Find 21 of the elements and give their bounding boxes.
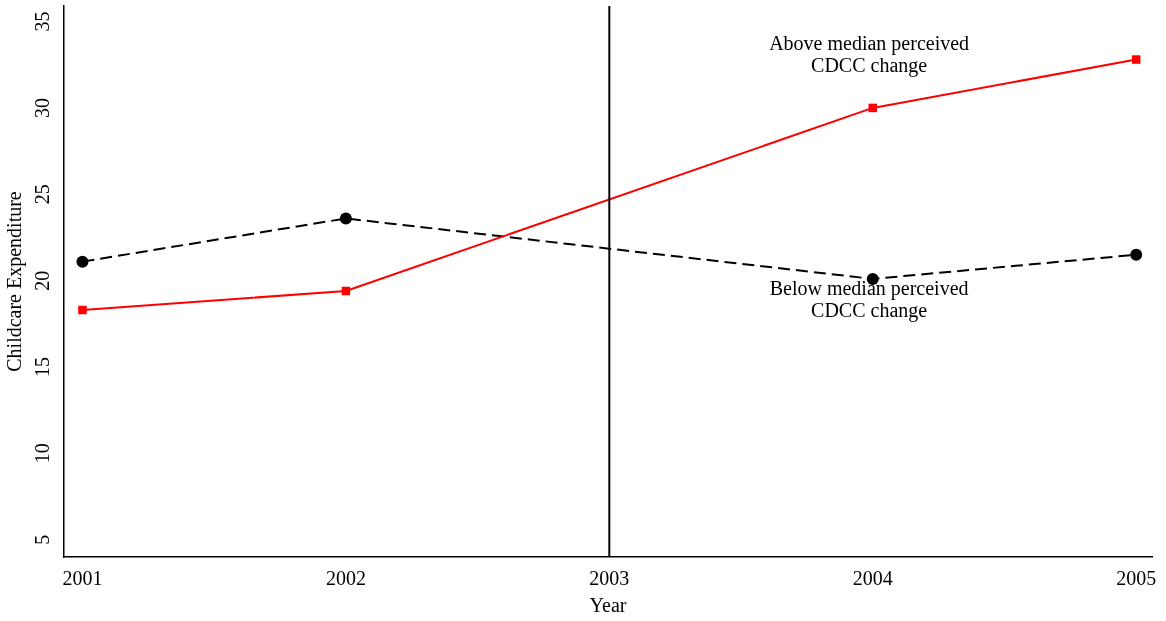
point xyxy=(1130,248,1143,261)
point xyxy=(76,255,89,268)
x-tick-label: 2002 xyxy=(325,567,366,590)
x-axis-title: Year xyxy=(589,594,627,617)
y-tick-label: 10 xyxy=(31,443,54,464)
x-tick-label: 2005 xyxy=(1116,567,1157,590)
y-tick-label: 30 xyxy=(31,97,54,118)
y-axis-title: Childcare Expenditure xyxy=(3,191,27,372)
y-tick-label: 5 xyxy=(31,534,54,545)
x-tick-label: 2001 xyxy=(62,567,103,590)
point xyxy=(339,212,352,225)
point xyxy=(78,305,87,315)
point xyxy=(1131,55,1141,64)
y-tick-label: 35 xyxy=(31,11,54,32)
annotation: Below median perceived CDCC change xyxy=(769,277,969,323)
x-tick-label: 2003 xyxy=(589,567,630,590)
x-tick-label: 2004 xyxy=(852,567,893,590)
annotation: Above median perceived CDCC change xyxy=(769,31,970,77)
y-tick-label: 15 xyxy=(31,357,54,377)
y-tick-label: 25 xyxy=(31,184,54,205)
y-tick-label: 20 xyxy=(31,270,54,291)
